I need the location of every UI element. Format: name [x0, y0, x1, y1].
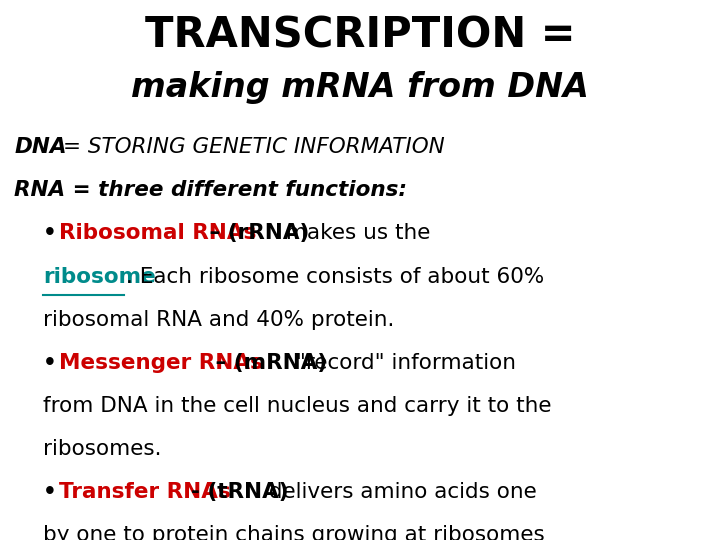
Text: Ribosomal RNAs: Ribosomal RNAs: [59, 224, 256, 244]
Text: ribosomes.: ribosomes.: [43, 439, 162, 459]
Text: TRANSCRIPTION =: TRANSCRIPTION =: [145, 15, 575, 57]
Text: ribosome: ribosome: [43, 267, 156, 287]
Text: ribosomal RNA and 40% protein.: ribosomal RNA and 40% protein.: [43, 310, 395, 330]
Text: = STORING GENETIC INFORMATION: = STORING GENETIC INFORMATION: [63, 137, 445, 157]
Text: making mRNA from DNA: making mRNA from DNA: [131, 71, 589, 104]
Text: "record" information: "record" information: [289, 353, 516, 373]
Text: – (rRNA): – (rRNA): [202, 224, 309, 244]
Text: by one to protein chains growing at ribosomes: by one to protein chains growing at ribo…: [43, 525, 545, 540]
Text: makes us the: makes us the: [279, 224, 430, 244]
Text: RNA = three different functions:: RNA = three different functions:: [14, 180, 408, 200]
Text: Transfer RNAs: Transfer RNAs: [59, 482, 231, 502]
Text: •: •: [43, 482, 65, 502]
Text: Messenger RNAs: Messenger RNAs: [59, 353, 263, 373]
Text: . Each ribosome consists of about 60%: . Each ribosome consists of about 60%: [126, 267, 544, 287]
Text: – (mRNA): – (mRNA): [208, 353, 328, 373]
Text: delivers amino acids one: delivers amino acids one: [262, 482, 537, 502]
Text: from DNA in the cell nucleus and carry it to the: from DNA in the cell nucleus and carry i…: [43, 396, 552, 416]
Text: DNA: DNA: [14, 137, 67, 157]
Text: - (tRNA): - (tRNA): [191, 482, 289, 502]
Text: •: •: [43, 353, 65, 373]
Text: •: •: [43, 224, 65, 244]
